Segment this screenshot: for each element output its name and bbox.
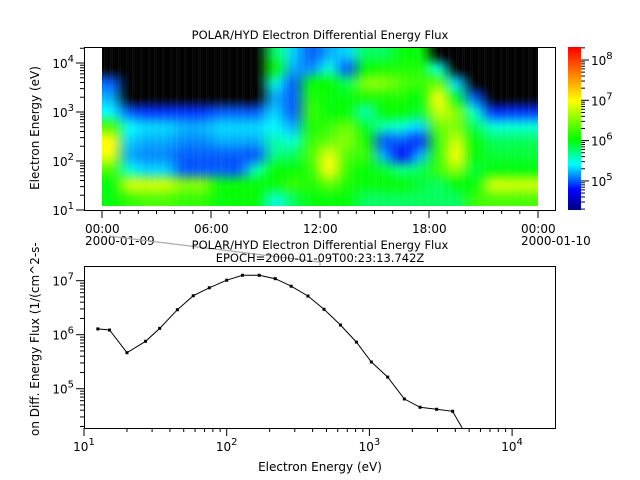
data-point bbox=[289, 284, 293, 288]
spectrogram-image bbox=[102, 47, 538, 206]
x-tick-label-time: 18:00 bbox=[412, 222, 447, 236]
data-point bbox=[451, 409, 455, 413]
x-tick-label-date: 2000-01-10 bbox=[521, 234, 591, 248]
tick-label-exponent: 1 bbox=[88, 437, 94, 448]
tick-label-exponent: 3 bbox=[374, 437, 380, 448]
x-tick-label: 104 bbox=[501, 437, 523, 454]
x-tick-label-time: 12:00 bbox=[303, 222, 338, 236]
spectrogram-panel: POLAR/HYD Electron Differential Energy F… bbox=[28, 28, 613, 248]
y-tick-label: 103 bbox=[52, 103, 74, 120]
x-tick-label-time: 00:00 bbox=[85, 222, 120, 236]
x-tick-label-time: 06:00 bbox=[194, 222, 229, 236]
colorbar-tick-label: 105 bbox=[591, 172, 613, 189]
data-point bbox=[108, 328, 112, 332]
tick-label-exponent: 6 bbox=[606, 132, 612, 143]
x-tick-label: 102 bbox=[216, 437, 238, 454]
tick-label-base: 10 bbox=[359, 440, 374, 454]
data-point bbox=[240, 273, 244, 277]
data-point bbox=[175, 308, 179, 312]
epoch-connector-line bbox=[108, 235, 321, 266]
tick-label-exponent: 2 bbox=[231, 437, 237, 448]
spectrogram-y-axis-label: Electron Energy (eV) bbox=[28, 66, 42, 190]
x-tick-label-time: 00:00 bbox=[521, 222, 556, 236]
data-point bbox=[273, 277, 277, 281]
data-point bbox=[125, 351, 129, 355]
tick-label-base: 10 bbox=[52, 155, 67, 169]
data-point bbox=[96, 327, 100, 331]
tick-label-base: 10 bbox=[52, 383, 67, 397]
tick-label-base: 10 bbox=[591, 175, 606, 189]
data-point bbox=[435, 407, 439, 411]
tick-label-base: 10 bbox=[52, 204, 67, 218]
tick-label-base: 10 bbox=[591, 135, 606, 149]
y-tick-label: 104 bbox=[52, 54, 74, 71]
spectrum-series bbox=[96, 273, 463, 428]
tick-label-exponent: 4 bbox=[68, 54, 74, 65]
data-point bbox=[338, 323, 342, 327]
data-point bbox=[322, 307, 326, 311]
data-point bbox=[191, 294, 195, 298]
y-tick-label: 101 bbox=[52, 201, 74, 218]
tick-label-base: 10 bbox=[591, 54, 606, 68]
data-point bbox=[402, 397, 406, 401]
x-tick-label: 101 bbox=[73, 437, 95, 454]
x-tick-label: 103 bbox=[359, 437, 381, 454]
tick-label-exponent: 7 bbox=[606, 91, 612, 102]
colorbar bbox=[568, 47, 581, 210]
tick-label-base: 10 bbox=[591, 94, 606, 108]
tick-label-exponent: 5 bbox=[606, 172, 612, 183]
tick-label-exponent: 1 bbox=[68, 201, 74, 212]
data-point bbox=[225, 278, 229, 282]
colorbar-tick-label: 107 bbox=[591, 91, 613, 108]
data-point bbox=[354, 340, 358, 344]
epoch-annotation: EPOCH=2000-01-09T00:23:13.742Z bbox=[216, 251, 425, 265]
tick-label-base: 10 bbox=[73, 440, 88, 454]
data-point bbox=[207, 286, 211, 290]
data-point bbox=[158, 326, 162, 330]
tick-label-base: 10 bbox=[52, 275, 67, 289]
colorbar-tick-label: 106 bbox=[591, 132, 613, 149]
data-point bbox=[144, 339, 148, 343]
tick-label-exponent: 4 bbox=[517, 437, 523, 448]
x-tick-label-date: 2000-01-09 bbox=[85, 234, 155, 248]
data-point bbox=[306, 294, 310, 298]
colorbar-tick-label: 108 bbox=[591, 51, 613, 68]
spectrum-panel: POLAR/HYD Electron Differential Energy F… bbox=[28, 235, 556, 474]
data-point bbox=[418, 405, 422, 409]
y-tick-label: 102 bbox=[52, 152, 74, 169]
data-point bbox=[257, 273, 261, 277]
data-point bbox=[386, 375, 390, 379]
spectrogram-frame bbox=[84, 47, 556, 211]
y-tick-label: 107 bbox=[52, 272, 74, 289]
tick-label-exponent: 7 bbox=[68, 272, 74, 283]
tick-label-exponent: 5 bbox=[68, 380, 74, 391]
y-tick-label: 105 bbox=[52, 380, 74, 397]
tick-label-exponent: 3 bbox=[68, 103, 74, 114]
y-tick-label: 106 bbox=[52, 326, 74, 343]
tick-label-exponent: 6 bbox=[68, 326, 74, 337]
tick-label-base: 10 bbox=[52, 57, 67, 71]
spectrum-x-axis-label: Electron Energy (eV) bbox=[258, 460, 382, 474]
tick-label-exponent: 8 bbox=[606, 51, 612, 62]
data-point bbox=[369, 360, 373, 364]
tick-label-exponent: 2 bbox=[68, 152, 74, 163]
spectrum-y-axis-label: on Diff. Energy Flux (1/(cm^2-s- bbox=[28, 242, 42, 436]
spectrogram-title: POLAR/HYD Electron Differential Energy F… bbox=[192, 28, 449, 42]
tick-label-base: 10 bbox=[501, 440, 516, 454]
spectrum-frame bbox=[84, 266, 556, 429]
tick-label-base: 10 bbox=[52, 106, 67, 120]
tick-label-base: 10 bbox=[216, 440, 231, 454]
spectrum-line bbox=[97, 274, 463, 428]
spectrum-title: POLAR/HYD Electron Differential Energy F… bbox=[192, 238, 449, 252]
tick-label-base: 10 bbox=[52, 329, 67, 343]
